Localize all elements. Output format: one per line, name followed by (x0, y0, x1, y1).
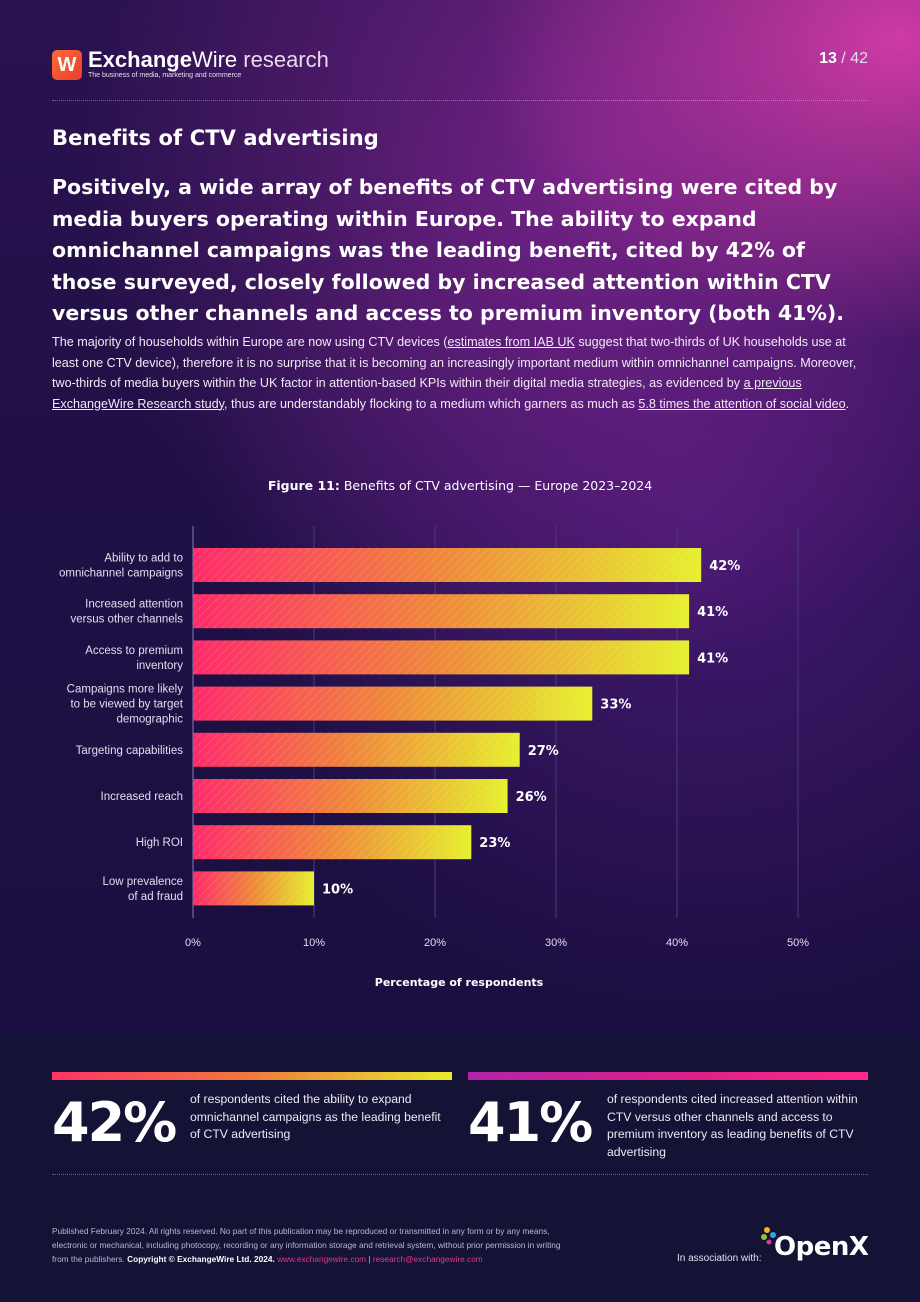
data-label: 42% (709, 559, 740, 574)
stat-text-1: of respondents cited the ability to expa… (190, 1092, 441, 1141)
page-number: 13 / 42 (819, 50, 868, 67)
lead-paragraph: Positively, a wide array of benefits of … (52, 175, 845, 325)
x-tick-label: 50% (787, 937, 809, 949)
bar-texture (193, 640, 690, 675)
footer-legal: Published February 2024. All rights rese… (52, 1226, 561, 1264)
data-label: 10% (322, 882, 353, 897)
category-label: Targeting capabilities (76, 745, 184, 757)
stat-accent-bar-1 (52, 1072, 452, 1080)
x-axis-label: Percentage of respondents (375, 976, 544, 989)
data-label: 26% (516, 790, 547, 805)
stat-accent-bar-2 (468, 1072, 868, 1080)
data-label: 41% (697, 651, 728, 666)
data-label: 23% (479, 836, 510, 851)
benefits-bar-chart: 42% Ability to add to omnichannel campaign… (59, 526, 809, 989)
category-label: Increased attention versus other channels (70, 599, 183, 626)
bar-texture (193, 871, 314, 906)
stats-panel (0, 1036, 920, 1302)
openx-dots-icon (761, 1227, 776, 1245)
header-divider (52, 100, 868, 101)
exchangewire-logo[interactable]: W ExchangeWire research The business of … (52, 47, 329, 82)
figure-title: Figure 11: Benefits of CTV advertising —… (267, 478, 653, 493)
body-paragraph: The majority of households within Europe… (52, 335, 857, 411)
bar-texture (193, 732, 520, 767)
x-tick-label: 40% (666, 937, 688, 949)
bar-texture (193, 686, 593, 721)
bar-texture (193, 548, 702, 582)
data-label: 41% (697, 605, 728, 620)
social-video-attention-link[interactable]: 5.8 times the attention of social video (638, 396, 846, 411)
iab-uk-link[interactable]: estimates from IAB UK (447, 335, 575, 349)
stat-text-2: of respondents cited increased attention… (607, 1092, 858, 1159)
bar-texture (193, 594, 690, 629)
exchangewire-study-link[interactable]: a previous ExchangeWire Research study (52, 376, 802, 411)
data-label: 33% (600, 698, 631, 713)
stat-value-1: 42% (52, 1091, 177, 1154)
category-label: Ability to add to omnichannel campaigns (59, 553, 183, 580)
brand-name: ExchangeWire research (88, 47, 329, 72)
bar-texture (193, 779, 508, 813)
brand-tagline: The business of media, marketing and com… (88, 72, 242, 79)
x-tick-label: 30% (545, 937, 567, 949)
category-label: Increased reach (101, 791, 183, 803)
association-label: In association with: (677, 1253, 762, 1264)
category-label: Low prevalence of ad fraud (102, 876, 183, 903)
website-link[interactable]: www.exchangewire.com (277, 1254, 367, 1264)
email-link[interactable]: research@exchangewire.com (372, 1254, 483, 1264)
category-label: Campaigns more likely to be viewed by tar… (67, 684, 184, 726)
x-tick-label: 0% (185, 937, 201, 949)
bar-texture (193, 825, 472, 860)
exchangewire-w-icon: W (52, 50, 82, 80)
x-tick-label: 10% (303, 937, 325, 949)
footer-divider (52, 1174, 868, 1175)
section-title: Benefits of CTV advertising (52, 126, 379, 150)
x-tick-label: 20% (424, 937, 446, 949)
data-label: 27% (528, 744, 559, 759)
openx-logo[interactable]: OpenX (774, 1232, 869, 1262)
stat-value-2: 41% (468, 1091, 593, 1154)
category-label: High ROI (136, 837, 183, 849)
category-label: Access to premium inventory (85, 645, 183, 672)
